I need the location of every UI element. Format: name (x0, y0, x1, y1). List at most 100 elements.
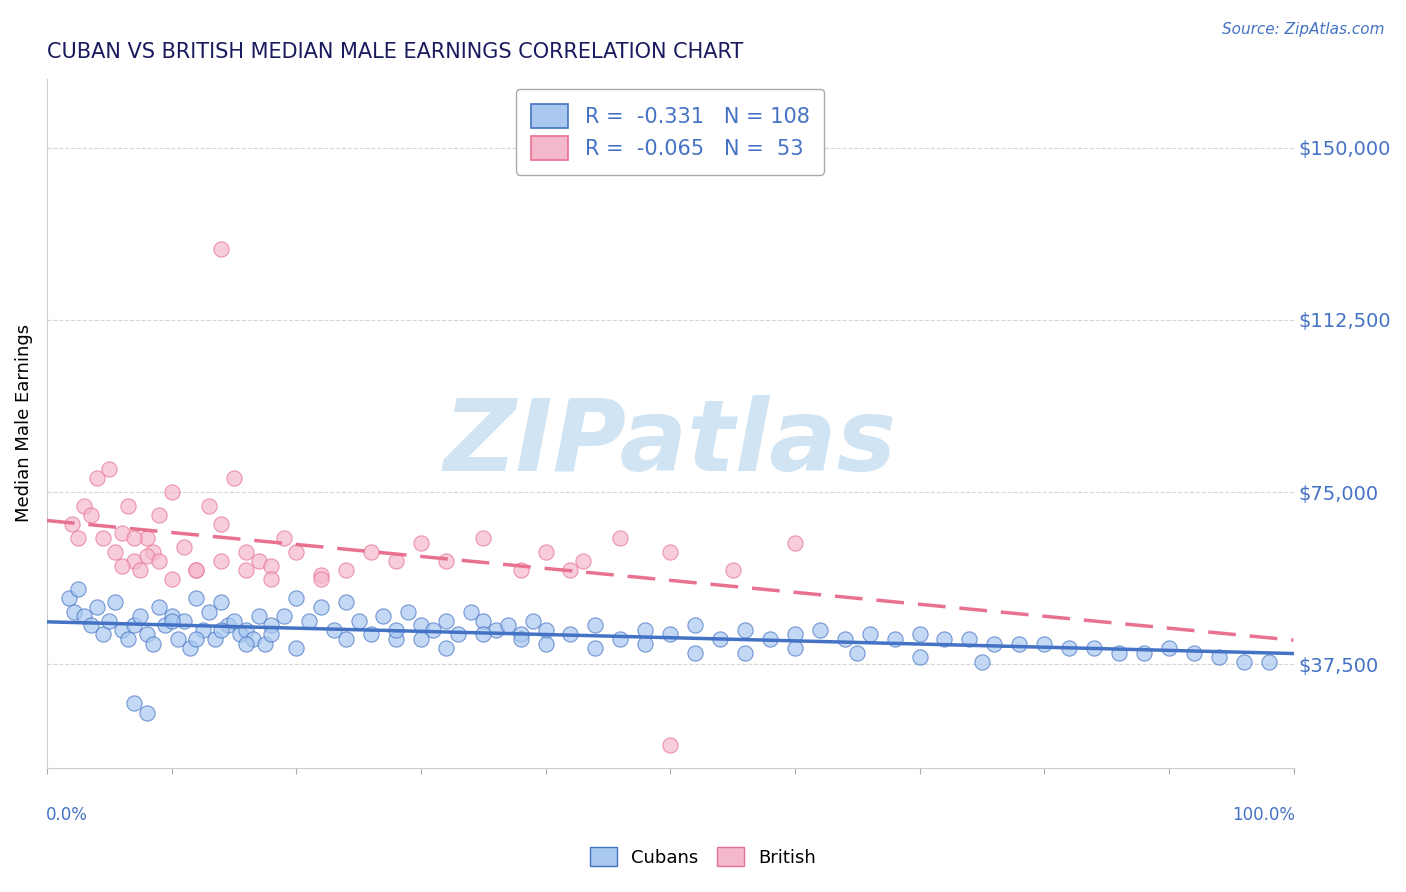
Point (98, 462, 121, 476)
Point (496, 618, 519, 632)
Point (142, 545, 165, 559)
Point (560, 627, 582, 641)
Point (73, 609, 96, 624)
Point (534, 637, 557, 651)
Point (247, 609, 270, 624)
Text: 100.0%: 100.0% (1232, 805, 1295, 823)
Point (1057, 641, 1080, 656)
Point (122, 531, 145, 545)
Point (309, 572, 332, 586)
Point (472, 627, 495, 641)
Point (385, 632, 408, 646)
Point (186, 563, 208, 577)
Point (160, 614, 183, 628)
Point (173, 540, 195, 554)
Point (135, 627, 157, 641)
Point (247, 554, 270, 568)
Point (186, 632, 208, 646)
Point (135, 531, 157, 545)
Point (235, 563, 257, 577)
Point (522, 614, 544, 628)
Point (135, 706, 157, 720)
Point (534, 545, 557, 559)
Point (309, 599, 332, 614)
Point (659, 738, 682, 752)
Point (422, 623, 444, 637)
Point (229, 627, 252, 641)
Point (572, 554, 595, 568)
Point (472, 614, 495, 628)
Point (122, 618, 145, 632)
Point (335, 563, 357, 577)
Point (155, 618, 177, 632)
Point (783, 627, 806, 641)
Point (63, 605, 86, 619)
Point (609, 531, 631, 545)
Point (983, 637, 1005, 651)
Point (67, 531, 90, 545)
Point (198, 499, 221, 513)
Point (934, 632, 956, 646)
Point (560, 563, 582, 577)
Point (117, 499, 139, 513)
Point (1233, 655, 1256, 669)
Point (186, 591, 208, 605)
Point (129, 563, 152, 577)
Point (222, 614, 245, 628)
Point (683, 646, 706, 660)
Point (396, 605, 419, 619)
Point (111, 526, 134, 541)
Point (148, 554, 170, 568)
Point (347, 614, 370, 628)
Point (659, 627, 682, 641)
Point (111, 558, 134, 573)
Point (609, 632, 631, 646)
Point (273, 609, 295, 624)
Point (242, 632, 264, 646)
Point (721, 563, 744, 577)
Point (117, 632, 139, 646)
Point (583, 618, 606, 632)
Legend: R =  -0.331   N = 108, R =  -0.065   N =  53: R = -0.331 N = 108, R = -0.065 N = 53 (516, 89, 824, 175)
Point (104, 595, 127, 609)
Point (142, 637, 165, 651)
Point (460, 605, 482, 619)
Text: CUBAN VS BRITISH MEDIAN MALE EARNINGS CORRELATION CHART: CUBAN VS BRITISH MEDIAN MALE EARNINGS CO… (46, 42, 744, 62)
Point (273, 531, 295, 545)
Point (209, 595, 232, 609)
Point (191, 623, 214, 637)
Point (209, 517, 232, 532)
Point (734, 646, 756, 660)
Point (846, 646, 869, 660)
Point (122, 554, 145, 568)
Point (1133, 646, 1156, 660)
Point (260, 558, 283, 573)
Point (1033, 637, 1056, 651)
Text: 0.0%: 0.0% (45, 805, 87, 823)
Point (783, 535, 806, 549)
Point (509, 563, 531, 577)
Point (148, 599, 170, 614)
Y-axis label: Median Male Earnings: Median Male Earnings (15, 324, 32, 522)
Point (285, 591, 308, 605)
Point (209, 242, 232, 256)
Point (734, 623, 756, 637)
Point (160, 485, 183, 500)
Point (148, 508, 170, 522)
Point (260, 627, 283, 641)
Point (335, 595, 357, 609)
Point (79, 618, 101, 632)
Point (509, 632, 531, 646)
Point (160, 609, 183, 624)
Point (179, 641, 201, 656)
Point (409, 618, 432, 632)
Point (447, 627, 470, 641)
Point (534, 623, 557, 637)
Point (783, 641, 806, 656)
Point (583, 641, 606, 656)
Point (322, 623, 344, 637)
Point (166, 632, 188, 646)
Point (385, 554, 408, 568)
Point (808, 623, 831, 637)
Point (634, 637, 657, 651)
